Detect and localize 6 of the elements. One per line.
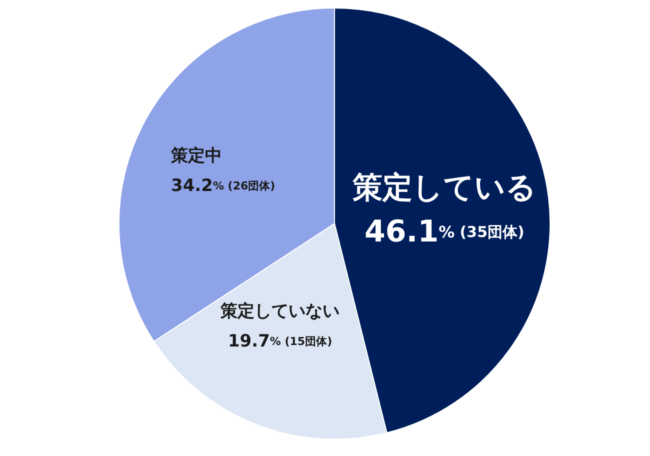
- slice-label: 策定している: [351, 170, 536, 206]
- data-label: 46.1% (35団体): [364, 214, 524, 250]
- data-label: 34.2% (26団体): [171, 176, 276, 196]
- data-label: 19.7% (15団体): [228, 332, 332, 352]
- slice-label: 策定中: [170, 146, 222, 166]
- slice-label: 策定していない: [220, 302, 340, 322]
